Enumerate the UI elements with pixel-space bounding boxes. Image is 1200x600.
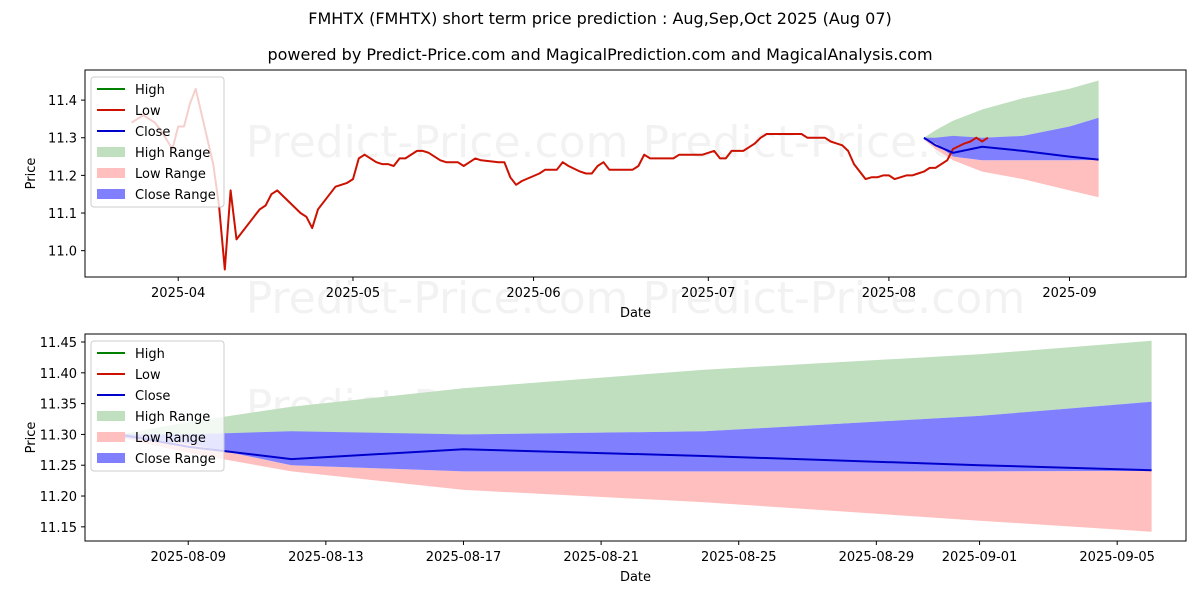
legend-label: Close Range [135, 188, 216, 203]
x-tick-label: 2025-06 [506, 286, 560, 301]
axes-frame [84, 333, 1187, 542]
x-tick-label: 2025-09-01 [942, 550, 1018, 565]
y-tick-label: 11.1 [48, 207, 77, 222]
watermark: Predict-Price.com Predict-Price.com [246, 117, 1025, 168]
chart-subtitle: powered by Predict-Price.com and Magical… [267, 45, 933, 64]
axes-frame [84, 69, 1187, 278]
x-tick-label: 2025-09 [1042, 286, 1096, 301]
legend-label: Low Range [135, 431, 206, 446]
legend-label: Close [135, 125, 170, 140]
legend-patch-swatch [97, 411, 125, 421]
x-tick-label: 2025-08-21 [563, 550, 639, 565]
x-tick-label: 2025-08 [862, 286, 916, 301]
legend-label: Close [135, 389, 170, 404]
legend-label: High Range [135, 410, 210, 425]
x-tick-label: 2025-08-29 [839, 550, 915, 565]
high-range-band [923, 80, 1099, 140]
plot-area: Predict-Price.com Predict-Price.com [119, 340, 1152, 532]
legend-label: Low [135, 368, 161, 383]
y-tick-label: 11.0 [48, 245, 77, 260]
legend-patch-swatch [97, 432, 125, 442]
legend: High Low Close High Range Low Range Close Ran… [90, 340, 225, 472]
y-tick-label: 11.40 [40, 367, 77, 382]
x-tick-label: 2025-08-13 [288, 550, 364, 565]
y-tick-label: 11.15 [40, 521, 77, 536]
chart-panel-2: Predict-Price.com Predict-Price.com 2025-… [24, 333, 1187, 585]
y-tick-label: 11.45 [40, 336, 77, 351]
y-axis-label: Price [24, 158, 39, 190]
legend-label: High [135, 83, 165, 98]
y-tick-label: 11.35 [40, 398, 77, 413]
low-range-band [119, 437, 1152, 532]
x-tick-label: 2025-08-09 [150, 550, 226, 565]
legend-patch-swatch [97, 168, 125, 178]
y-tick-label: 11.2 [48, 169, 77, 184]
low-series-line [131, 87, 989, 271]
legend-label: Low Range [135, 167, 206, 182]
y-tick-label: 11.3 [48, 132, 77, 147]
x-tick-label: 2025-09-05 [1079, 550, 1155, 565]
x-tick-label: 2025-08-17 [426, 550, 502, 565]
y-tick-label: 11.30 [40, 428, 77, 443]
plot-area: Predict-Price.com Predict-Price.com [131, 80, 1099, 271]
legend-patch-swatch [97, 453, 125, 463]
watermark: Predict-Price.com Predict-Price.com [246, 273, 1025, 324]
high-range-band [119, 340, 1152, 438]
legend-patch-swatch [97, 147, 125, 157]
y-axis-label: Price [24, 422, 39, 454]
low-range-band [923, 139, 1099, 198]
chart-panel-1: Predict-Price.com Predict-Price.com Predi… [24, 69, 1187, 324]
y-tick-label: 11.25 [40, 459, 77, 474]
x-tick-label: 2025-08-25 [701, 550, 777, 565]
y-tick-label: 11.20 [40, 490, 77, 505]
legend-patch-swatch [97, 189, 125, 199]
legend-label: Low [135, 104, 161, 119]
x-tick-label: 2025-07 [681, 286, 735, 301]
x-tick-label: 2025-04 [151, 286, 205, 301]
legend-label: High Range [135, 146, 210, 161]
chart-title: FMHTX (FMHTX) short term price predictio… [308, 9, 892, 28]
x-axis-label: Date [620, 306, 651, 321]
y-tick-label: 11.4 [48, 94, 77, 109]
legend-label: High [135, 347, 165, 362]
legend: High Low Close High Range Low Range Close Ran… [90, 76, 225, 208]
x-axis-label: Date [620, 570, 651, 585]
close-series-line [923, 136, 1099, 161]
legend-label: Close Range [135, 452, 216, 467]
x-tick-label: 2025-05 [326, 286, 380, 301]
